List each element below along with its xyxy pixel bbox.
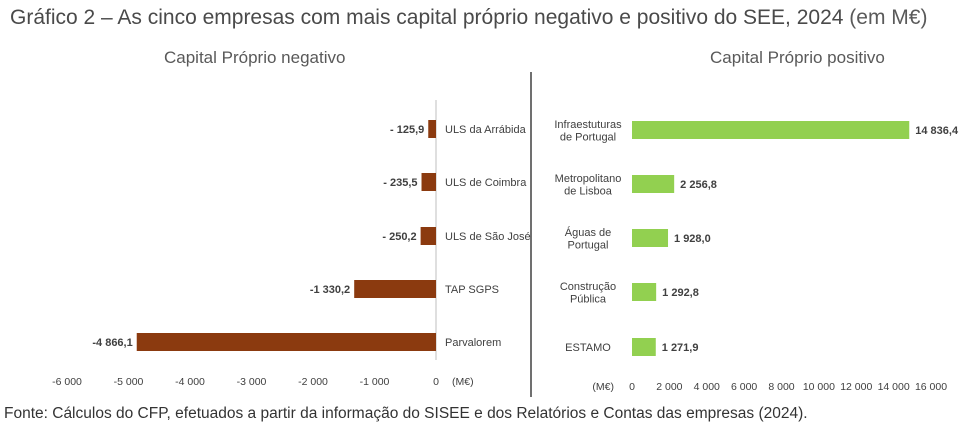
value-label: 14 836,4 — [915, 125, 959, 137]
tick-label: -4 000 — [175, 376, 205, 388]
value-label: 2 256,8 — [680, 179, 717, 191]
source-note: Fonte: Cálculos do CFP, efetuados a part… — [4, 405, 808, 422]
category-label: Portugal — [568, 239, 609, 251]
tick-label: 12 000 — [840, 381, 872, 393]
category-label: Infraestuturas — [554, 119, 622, 131]
category-label: ESTAMO — [565, 342, 611, 354]
category-label: Construção — [560, 281, 616, 293]
tick-label: -3 000 — [237, 376, 267, 388]
category-label: Metropolitano — [555, 173, 622, 185]
bar-positive — [632, 175, 675, 193]
tick-label: 14 000 — [878, 381, 910, 393]
category-label: Parvalorem — [445, 337, 501, 349]
category-label: Pública — [570, 293, 607, 305]
value-label: 1 271,9 — [662, 342, 699, 354]
axis-unit-label: (M€) — [592, 381, 614, 393]
tick-label: 16 000 — [915, 381, 947, 393]
bar-positive — [632, 121, 910, 139]
value-label: 1 292,8 — [662, 287, 699, 299]
category-label: ULS de Coimbra — [445, 177, 527, 189]
tick-label: 6 000 — [731, 381, 757, 393]
left-chart-title: Capital Próprio negativo — [164, 48, 346, 67]
axis-unit-label: (M€) — [452, 376, 474, 388]
tick-label: 10 000 — [803, 381, 835, 393]
tick-label: -5 000 — [114, 376, 144, 388]
category-label: de Lisboa — [564, 185, 613, 197]
category-label: ULS da Arrábida — [445, 124, 527, 136]
bar-positive — [632, 229, 669, 247]
bar-positive — [632, 338, 656, 356]
bar-negative — [428, 120, 436, 138]
bar-negative — [420, 227, 436, 245]
tick-label: 0 — [433, 376, 439, 388]
tick-label: 2 000 — [656, 381, 682, 393]
bar-negative — [354, 280, 436, 298]
value-label: -4 866,1 — [92, 337, 132, 349]
category-label: TAP SGPS — [445, 284, 499, 296]
value-label: 1 928,0 — [674, 233, 711, 245]
value-label: - 235,5 — [383, 177, 417, 189]
bar-positive — [632, 283, 657, 301]
category-label: ULS de São José — [445, 231, 531, 243]
chart-title: Gráfico 2 – As cinco empresas com mais c… — [10, 6, 928, 29]
bar-negative — [136, 333, 436, 351]
tick-label: 8 000 — [768, 381, 794, 393]
tick-label: -1 000 — [360, 376, 390, 388]
right-chart-title: Capital Próprio positivo — [710, 48, 885, 67]
tick-label: 0 — [629, 381, 635, 393]
value-label: - 125,9 — [390, 124, 424, 136]
tick-label: -2 000 — [298, 376, 328, 388]
value-label: -1 330,2 — [310, 284, 350, 296]
category-label: Águas de — [565, 226, 611, 239]
category-label: de Portugal — [560, 131, 616, 143]
negative-equity-chart: - 125,9 ULS da Arrábida - 235,5 ULS de Coim… — [52, 100, 531, 388]
value-label: - 250,2 — [382, 231, 416, 243]
tick-label: 4 000 — [694, 381, 720, 393]
tick-label: -6 000 — [52, 376, 82, 388]
bar-negative — [421, 173, 436, 191]
